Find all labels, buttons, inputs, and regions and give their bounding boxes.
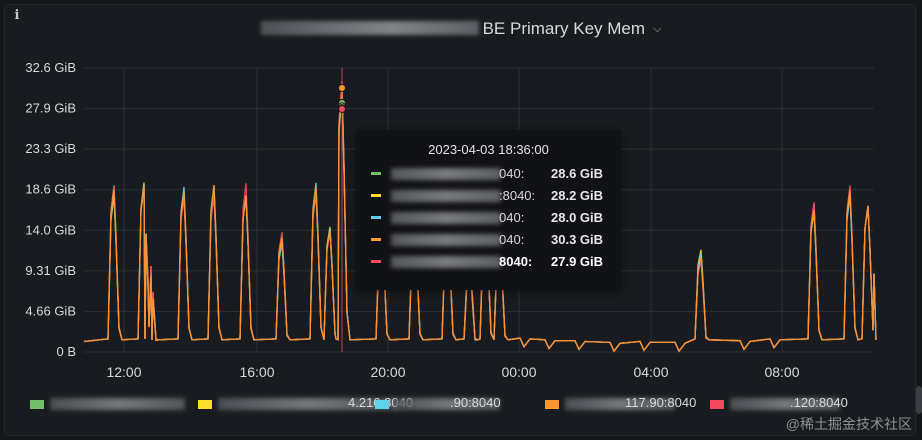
chevron-down-icon: ⌵ <box>653 23 662 35</box>
y-tick-label: 23.3 GiB <box>25 141 76 156</box>
tooltip-value: 28.6 GiB <box>551 166 604 181</box>
legend-swatch <box>710 400 724 409</box>
redacted-host <box>391 190 501 202</box>
redacted-host <box>50 398 185 410</box>
tooltip-row: 040: 28.6 GiB <box>366 164 616 184</box>
redacted-host <box>391 168 501 180</box>
hover-tooltip: 2023-04-03 18:36:00 040: 28.6 GiB :8040: 28… <box>356 130 621 290</box>
scrollbar[interactable] <box>916 386 922 414</box>
tooltip-value: 28.0 GiB <box>551 210 604 225</box>
y-tick-label: 27.9 GiB <box>25 101 76 116</box>
legend-label: 117.90:8040 <box>625 395 697 410</box>
tooltip-host-port: 040: <box>499 210 525 225</box>
panel-title[interactable]: BE Primary Key Mem ⌵ <box>5 19 917 39</box>
series-swatch <box>371 194 381 197</box>
hover-point <box>338 104 346 113</box>
series-swatch <box>371 172 381 175</box>
redacted-host <box>565 398 675 410</box>
legend-swatch <box>545 400 559 409</box>
series-swatch <box>371 216 381 219</box>
y-tick-label: 0 B <box>56 344 76 359</box>
legend-swatch <box>198 400 212 409</box>
watermark-text: @稀土掘金技术社区 <box>785 416 912 432</box>
x-tick-label: 00:00 <box>501 364 536 380</box>
x-tick-label: 16:00 <box>239 364 274 380</box>
tooltip-host-port: :8040: <box>499 188 536 203</box>
tooltip-row: 040: 30.3 GiB <box>366 230 616 250</box>
tooltip-value: 28.2 GiB <box>551 188 604 203</box>
tooltip-row: 040: 28.0 GiB <box>366 208 616 228</box>
y-tick-label: 32.6 GiB <box>25 60 76 75</box>
redacted-title-prefix <box>260 21 479 35</box>
legend-swatch <box>30 400 44 409</box>
info-icon[interactable]: i <box>14 8 20 23</box>
series-swatch <box>371 238 381 241</box>
tooltip-host-port: 8040: <box>499 254 533 269</box>
x-tick-label: 04:00 <box>633 364 668 380</box>
series-swatch <box>371 260 381 263</box>
redacted-host <box>391 234 501 246</box>
tooltip-time: 2023-04-03 18:36:00 <box>428 142 549 157</box>
redacted-host <box>395 398 500 410</box>
redacted-host <box>391 212 501 224</box>
x-tick-label: 12:00 <box>106 364 141 380</box>
redacted-host <box>218 398 398 410</box>
tooltip-host-port: 040: <box>499 232 525 247</box>
tooltip-value: 27.9 GiB <box>551 254 604 269</box>
tooltip-row: :8040: 28.2 GiB <box>366 186 616 206</box>
series-line-4 <box>83 87 877 353</box>
legend-swatch <box>375 400 389 409</box>
tooltip-row: 8040: 27.9 GiB <box>366 252 616 272</box>
y-tick-label: 18.6 GiB <box>25 182 76 197</box>
y-tick-label: 14.0 GiB <box>25 222 76 237</box>
y-tick-label: 4.66 GiB <box>25 303 76 318</box>
hover-point <box>338 84 346 93</box>
y-tick-label: 9.31 GiB <box>25 263 76 278</box>
tooltip-value: 30.3 GiB <box>551 232 604 247</box>
redacted-host <box>730 398 840 410</box>
tooltip-host-port: 040: <box>499 166 525 181</box>
x-tick-label: 08:00 <box>764 364 799 380</box>
redacted-host <box>391 256 501 268</box>
legend-label: .90:8040 <box>450 395 501 410</box>
x-tick-label: 20:00 <box>370 364 405 380</box>
panel-title-text: BE Primary Key Mem <box>482 19 646 38</box>
legend-label: .120:8040 <box>790 395 848 410</box>
